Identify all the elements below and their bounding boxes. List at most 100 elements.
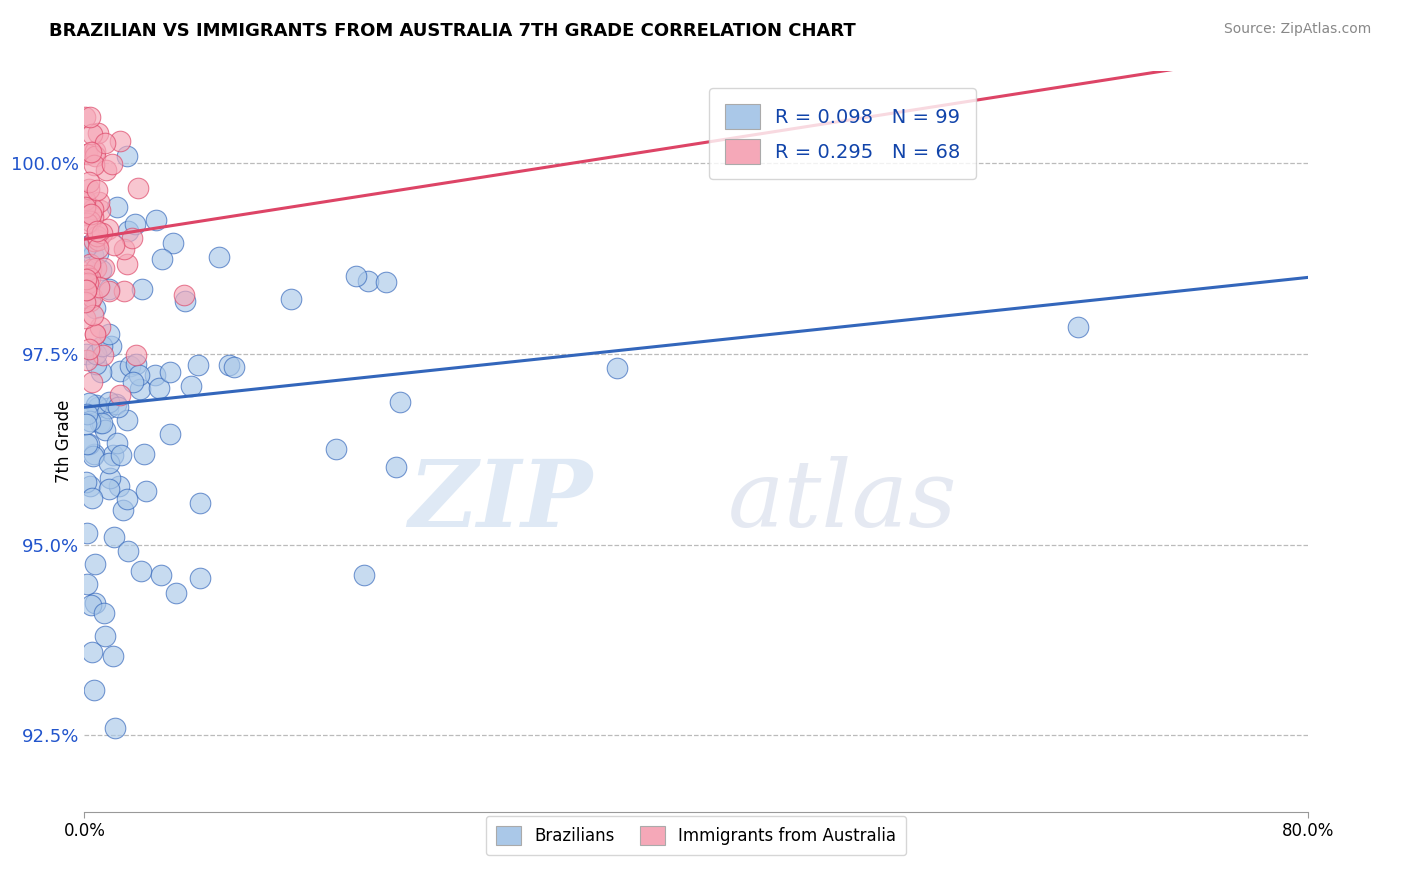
Point (84, 149, 107, 163)
Point (83, 447, 105, 461)
Point (76, 407, 98, 421)
Point (117, 491, 139, 506)
Point (79, 257, 101, 271)
Point (94, 423, 117, 437)
Point (87, 241, 110, 255)
Point (165, 585, 187, 599)
Point (97, 282, 120, 296)
Point (86, 224, 108, 238)
Point (93, 136, 115, 151)
Point (98, 327, 121, 342)
Point (83, 557, 105, 571)
Point (75, 208, 97, 222)
Point (117, 544, 139, 558)
Point (89, 319, 111, 334)
Point (83, 301, 105, 315)
Point (76, 576, 98, 591)
Point (121, 230, 143, 244)
Point (76, 146, 98, 161)
Point (77, 175, 100, 189)
Point (280, 293, 302, 307)
Point (75, 196, 97, 211)
Point (180, 378, 202, 392)
Point (103, 530, 125, 544)
Point (101, 157, 124, 171)
Point (385, 459, 408, 474)
Point (75, 475, 97, 489)
Point (107, 401, 129, 415)
Point (91, 339, 114, 353)
Point (89, 202, 111, 217)
Point (98, 471, 121, 485)
Point (98, 456, 121, 470)
Point (97, 401, 120, 416)
Point (84, 326, 107, 341)
Point (75, 295, 97, 310)
Point (93, 607, 115, 621)
Point (129, 382, 152, 396)
Point (86, 126, 108, 140)
Point (117, 149, 139, 163)
Point (117, 257, 139, 271)
Point (91, 226, 114, 240)
Point (76, 352, 98, 367)
Point (188, 571, 211, 585)
Point (108, 364, 131, 378)
Legend: Brazilians, Immigrants from Australia: Brazilians, Immigrants from Australia (486, 816, 905, 855)
Point (112, 242, 135, 256)
Point (103, 649, 125, 664)
Point (83, 158, 105, 172)
Point (84, 347, 107, 361)
Point (83, 234, 105, 248)
Point (129, 564, 152, 578)
Point (76, 277, 98, 291)
Point (94, 162, 117, 177)
Point (103, 238, 125, 252)
Point (112, 284, 135, 298)
Point (79, 414, 101, 428)
Point (76, 276, 98, 290)
Point (82, 210, 104, 224)
Point (79, 479, 101, 493)
Point (83, 596, 105, 610)
Point (84, 260, 107, 275)
Point (148, 381, 170, 395)
Point (79, 110, 101, 124)
Point (77, 396, 100, 410)
Point (80, 145, 103, 159)
Point (97, 394, 120, 409)
Point (82, 247, 104, 261)
Point (208, 250, 231, 264)
Point (84, 144, 107, 158)
Point (388, 394, 411, 409)
Point (84, 398, 107, 412)
Point (1067, 320, 1090, 334)
Point (117, 224, 139, 238)
Point (75, 201, 97, 215)
Point (159, 427, 181, 442)
Point (122, 376, 145, 390)
Point (218, 358, 240, 372)
Point (162, 235, 184, 250)
Point (80, 207, 103, 221)
Point (89, 416, 111, 430)
Point (75, 417, 97, 432)
Point (82, 449, 104, 463)
Point (108, 479, 131, 493)
Point (82, 645, 104, 659)
Point (93, 260, 115, 275)
Point (344, 269, 367, 284)
Point (90, 416, 112, 430)
Point (79, 271, 101, 285)
Point (90, 365, 112, 379)
Point (187, 358, 209, 372)
Point (86, 183, 108, 197)
Point (83, 683, 105, 698)
Point (143, 368, 166, 382)
Point (76, 239, 98, 253)
Point (75, 310, 97, 325)
Point (101, 448, 124, 462)
Point (80, 491, 103, 505)
Point (84, 357, 107, 371)
Point (80, 598, 103, 612)
